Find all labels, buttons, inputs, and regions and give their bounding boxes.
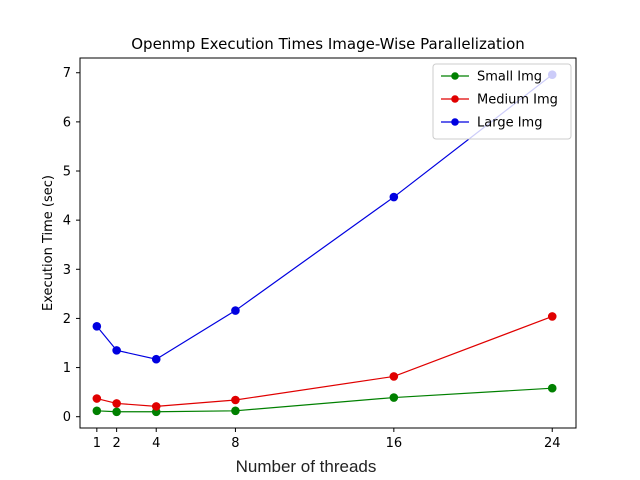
data-point-medium-img: [547, 312, 557, 321]
data-point-medium-img: [112, 399, 121, 408]
plot-frame: [79, 57, 577, 429]
y-tick-label: 6: [63, 115, 71, 130]
legend-label: Large Img: [477, 116, 542, 131]
data-point-medium-img: [151, 402, 161, 411]
legend-label: Small Img: [477, 70, 542, 85]
data-point-large-img: [389, 192, 399, 202]
x-tick-label: 2: [112, 436, 120, 451]
data-point-small-img: [547, 383, 557, 393]
data-point-large-img: [151, 354, 161, 364]
data-point-large-img: [92, 321, 102, 331]
y-tick-label: 0: [63, 410, 71, 425]
y-tick-label: 2: [63, 312, 71, 327]
series-line-large-img: [96, 74, 553, 360]
legend-box: [432, 63, 572, 140]
legend-marker: [451, 95, 459, 103]
data-point-small-img: [92, 406, 102, 416]
y-tick-label: 4: [63, 214, 71, 229]
x-tick-label: 8: [231, 436, 239, 451]
data-point-medium-img: [231, 395, 240, 405]
legend-label: Medium Img: [477, 93, 558, 108]
y-tick-label: 3: [63, 263, 71, 278]
data-point-medium-img: [389, 372, 399, 381]
y-axis-label: Execution Time (sec): [41, 175, 56, 311]
x-tick-label: 1: [93, 436, 101, 451]
x-tick-label: 4: [152, 436, 160, 451]
y-tick-label: 5: [63, 165, 71, 180]
data-point-small-img: [389, 393, 399, 402]
legend-marker: [451, 118, 459, 126]
x-tick-label: 24: [544, 436, 561, 451]
x-axis: 1 2 4 8 16 24: [93, 428, 561, 451]
data-point-medium-img: [92, 394, 102, 403]
data-point-small-img: [231, 406, 240, 416]
legend-marker: [451, 72, 459, 80]
y-tick-label: 1: [63, 361, 71, 376]
data-point-small-img: [112, 407, 121, 417]
legend: Small Img Medium Img Large Img: [432, 63, 572, 140]
y-tick-label: 7: [63, 66, 71, 81]
data-point-large-img: [112, 346, 121, 355]
y-axis: 0 1 2 3 4 5 6 7: [63, 66, 80, 425]
chart-title: Openmp Execution Times Image-Wise Parall…: [131, 35, 525, 53]
data-point-large-img: [231, 306, 240, 315]
x-axis-label: Number of threads: [236, 457, 377, 476]
series-layer: [92, 70, 557, 417]
x-tick-label: 16: [386, 436, 403, 451]
